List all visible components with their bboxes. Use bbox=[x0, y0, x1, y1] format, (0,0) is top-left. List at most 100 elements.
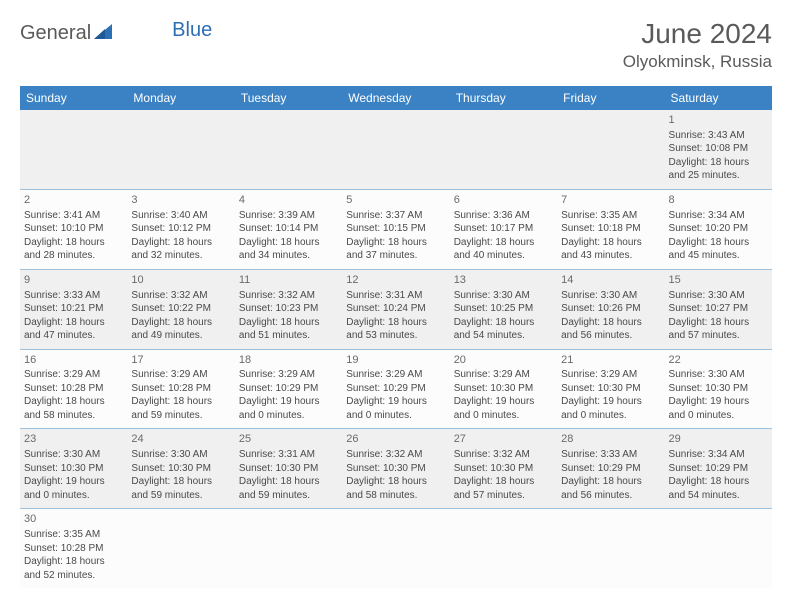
calendar-day-cell: 20Sunrise: 3:29 AMSunset: 10:30 PMDaylig… bbox=[450, 349, 557, 429]
daylight-text: Daylight: 18 hours and 54 minutes. bbox=[454, 316, 553, 343]
sunset-text: Sunset: 10:29 PM bbox=[561, 462, 660, 476]
sunset-text: Sunset: 10:30 PM bbox=[561, 382, 660, 396]
calendar-day-cell: 23Sunrise: 3:30 AMSunset: 10:30 PMDaylig… bbox=[20, 429, 127, 509]
day-number: 12 bbox=[346, 273, 445, 288]
calendar-day-cell: 14Sunrise: 3:30 AMSunset: 10:26 PMDaylig… bbox=[557, 269, 664, 349]
calendar-day-cell: 17Sunrise: 3:29 AMSunset: 10:28 PMDaylig… bbox=[127, 349, 234, 429]
calendar-day-cell: 21Sunrise: 3:29 AMSunset: 10:30 PMDaylig… bbox=[557, 349, 664, 429]
sunrise-text: Sunrise: 3:35 AM bbox=[561, 209, 660, 223]
sunset-text: Sunset: 10:26 PM bbox=[561, 302, 660, 316]
calendar-day-cell: 27Sunrise: 3:32 AMSunset: 10:30 PMDaylig… bbox=[450, 429, 557, 509]
logo-sail-icon bbox=[94, 22, 116, 45]
sunset-text: Sunset: 10:23 PM bbox=[239, 302, 338, 316]
daylight-text: Daylight: 18 hours and 58 minutes. bbox=[24, 395, 123, 422]
logo-text-general: General bbox=[20, 22, 91, 45]
sunrise-text: Sunrise: 3:33 AM bbox=[561, 448, 660, 462]
daylight-text: Daylight: 18 hours and 45 minutes. bbox=[669, 236, 768, 263]
sunrise-text: Sunrise: 3:43 AM bbox=[669, 129, 768, 143]
calendar-day-cell: 25Sunrise: 3:31 AMSunset: 10:30 PMDaylig… bbox=[235, 429, 342, 509]
day-header: Sunday bbox=[20, 86, 127, 110]
calendar-day-cell: 26Sunrise: 3:32 AMSunset: 10:30 PMDaylig… bbox=[342, 429, 449, 509]
day-number: 11 bbox=[239, 273, 338, 288]
calendar-day-cell: 11Sunrise: 3:32 AMSunset: 10:23 PMDaylig… bbox=[235, 269, 342, 349]
day-number: 18 bbox=[239, 353, 338, 368]
sunset-text: Sunset: 10:30 PM bbox=[454, 382, 553, 396]
day-number: 17 bbox=[131, 353, 230, 368]
sunset-text: Sunset: 10:28 PM bbox=[131, 382, 230, 396]
daylight-text: Daylight: 18 hours and 56 minutes. bbox=[561, 475, 660, 502]
day-number: 19 bbox=[346, 353, 445, 368]
sunset-text: Sunset: 10:30 PM bbox=[454, 462, 553, 476]
calendar-day-cell bbox=[127, 110, 234, 189]
day-number: 16 bbox=[24, 353, 123, 368]
daylight-text: Daylight: 18 hours and 58 minutes. bbox=[346, 475, 445, 502]
day-header: Saturday bbox=[665, 86, 772, 110]
calendar-day-cell: 18Sunrise: 3:29 AMSunset: 10:29 PMDaylig… bbox=[235, 349, 342, 429]
sunrise-text: Sunrise: 3:29 AM bbox=[454, 368, 553, 382]
location-label: Olyokminsk, Russia bbox=[623, 52, 772, 72]
daylight-text: Daylight: 18 hours and 57 minutes. bbox=[454, 475, 553, 502]
title-block: June 2024 Olyokminsk, Russia bbox=[623, 18, 772, 72]
calendar-table: Sunday Monday Tuesday Wednesday Thursday… bbox=[20, 86, 772, 588]
daylight-text: Daylight: 19 hours and 0 minutes. bbox=[239, 395, 338, 422]
sunset-text: Sunset: 10:18 PM bbox=[561, 222, 660, 236]
day-number: 22 bbox=[669, 353, 768, 368]
calendar-day-cell bbox=[450, 509, 557, 588]
sunset-text: Sunset: 10:30 PM bbox=[346, 462, 445, 476]
day-header: Thursday bbox=[450, 86, 557, 110]
calendar-day-cell bbox=[127, 509, 234, 588]
sunset-text: Sunset: 10:14 PM bbox=[239, 222, 338, 236]
day-number: 13 bbox=[454, 273, 553, 288]
calendar-day-cell bbox=[20, 110, 127, 189]
calendar-week-row: 9Sunrise: 3:33 AMSunset: 10:21 PMDayligh… bbox=[20, 269, 772, 349]
calendar-day-cell bbox=[235, 110, 342, 189]
sunrise-text: Sunrise: 3:32 AM bbox=[239, 289, 338, 303]
logo: General Blue bbox=[20, 22, 212, 45]
daylight-text: Daylight: 18 hours and 56 minutes. bbox=[561, 316, 660, 343]
sunset-text: Sunset: 10:29 PM bbox=[239, 382, 338, 396]
daylight-text: Daylight: 18 hours and 28 minutes. bbox=[24, 236, 123, 263]
day-number: 25 bbox=[239, 432, 338, 447]
day-header: Friday bbox=[557, 86, 664, 110]
sunset-text: Sunset: 10:24 PM bbox=[346, 302, 445, 316]
sunrise-text: Sunrise: 3:39 AM bbox=[239, 209, 338, 223]
sunrise-text: Sunrise: 3:31 AM bbox=[346, 289, 445, 303]
day-number: 6 bbox=[454, 193, 553, 208]
daylight-text: Daylight: 18 hours and 34 minutes. bbox=[239, 236, 338, 263]
sunrise-text: Sunrise: 3:36 AM bbox=[454, 209, 553, 223]
calendar-day-cell bbox=[557, 110, 664, 189]
calendar-day-cell: 6Sunrise: 3:36 AMSunset: 10:17 PMDayligh… bbox=[450, 189, 557, 269]
sunset-text: Sunset: 10:10 PM bbox=[24, 222, 123, 236]
sunrise-text: Sunrise: 3:37 AM bbox=[346, 209, 445, 223]
day-number: 29 bbox=[669, 432, 768, 447]
sunrise-text: Sunrise: 3:29 AM bbox=[131, 368, 230, 382]
sunset-text: Sunset: 10:21 PM bbox=[24, 302, 123, 316]
daylight-text: Daylight: 18 hours and 49 minutes. bbox=[131, 316, 230, 343]
sunset-text: Sunset: 10:22 PM bbox=[131, 302, 230, 316]
calendar-day-cell: 22Sunrise: 3:30 AMSunset: 10:30 PMDaylig… bbox=[665, 349, 772, 429]
calendar-week-row: 30Sunrise: 3:35 AMSunset: 10:28 PMDaylig… bbox=[20, 509, 772, 588]
day-number: 8 bbox=[669, 193, 768, 208]
daylight-text: Daylight: 18 hours and 59 minutes. bbox=[131, 395, 230, 422]
daylight-text: Daylight: 18 hours and 52 minutes. bbox=[24, 555, 123, 582]
sunset-text: Sunset: 10:29 PM bbox=[346, 382, 445, 396]
daylight-text: Daylight: 19 hours and 0 minutes. bbox=[24, 475, 123, 502]
daylight-text: Daylight: 19 hours and 0 minutes. bbox=[669, 395, 768, 422]
sunrise-text: Sunrise: 3:30 AM bbox=[454, 289, 553, 303]
calendar-day-cell: 28Sunrise: 3:33 AMSunset: 10:29 PMDaylig… bbox=[557, 429, 664, 509]
calendar-day-cell bbox=[450, 110, 557, 189]
sunrise-text: Sunrise: 3:30 AM bbox=[669, 289, 768, 303]
calendar-day-cell bbox=[342, 110, 449, 189]
calendar-day-cell: 29Sunrise: 3:34 AMSunset: 10:29 PMDaylig… bbox=[665, 429, 772, 509]
day-number: 10 bbox=[131, 273, 230, 288]
calendar-day-cell: 24Sunrise: 3:30 AMSunset: 10:30 PMDaylig… bbox=[127, 429, 234, 509]
day-number: 30 bbox=[24, 512, 123, 527]
sunrise-text: Sunrise: 3:34 AM bbox=[669, 209, 768, 223]
sunset-text: Sunset: 10:28 PM bbox=[24, 382, 123, 396]
day-number: 15 bbox=[669, 273, 768, 288]
sunset-text: Sunset: 10:30 PM bbox=[131, 462, 230, 476]
daylight-text: Daylight: 19 hours and 0 minutes. bbox=[346, 395, 445, 422]
day-number: 9 bbox=[24, 273, 123, 288]
sunset-text: Sunset: 10:28 PM bbox=[24, 542, 123, 556]
day-number: 24 bbox=[131, 432, 230, 447]
